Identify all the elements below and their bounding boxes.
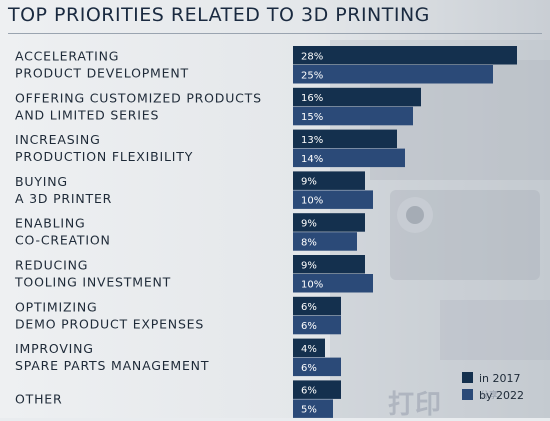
category-label: IMPROVING [15,341,94,356]
bar-by-2022 [293,148,405,168]
bar-value-label: 9% [301,260,317,271]
bar-in-2017 [293,46,517,65]
category-label: AND LIMITED SERIES [15,107,159,122]
bar-value-label: 6% [301,363,317,374]
bar-value-label: 13% [301,135,323,146]
category-label: ENABLING [15,216,85,231]
bar-value-label: 9% [301,177,317,188]
bar-value-label: 14% [301,154,323,165]
bar-value-label: 15% [301,112,323,123]
title-divider [8,33,542,34]
legend-swatch [462,389,473,400]
category-label: BUYING [15,174,68,189]
bar-value-label: 25% [301,70,323,81]
bar-by-2022 [293,399,333,418]
category-label: SPARE PARTS MANAGEMENT [15,358,209,373]
bar-by-2022 [293,357,341,377]
bar-by-2022 [293,190,373,209]
category-label: PRODUCT DEVELOPMENT [15,66,189,81]
bar-by-2022 [293,315,341,335]
bar-in-2017 [293,171,365,190]
bar-in-2017 [293,255,365,274]
category-label: OPTIMIZING [15,299,97,314]
category-label: TOOLING INVESTMENT [14,275,171,290]
bar-value-label: 8% [301,237,317,248]
category-label: A 3D PRINTER [15,191,112,206]
category-label: DEMO PRODUCT EXPENSES [15,316,204,331]
bar-value-label: 10% [301,279,323,290]
bar-in-2017 [293,129,397,149]
bar-value-label: 16% [301,93,323,104]
category-label: OFFERING CUSTOMIZED PRODUCTS [15,90,262,105]
legend-label: in 2017 [479,372,521,385]
bar-value-label: 6% [301,386,317,397]
bar-value-label: 4% [301,344,317,355]
bar-value-label: 6% [301,321,317,332]
bar-by-2022 [293,106,413,126]
bar-in-2017 [293,338,325,358]
watermark: 打印 [388,390,443,420]
watermark-caption: 分享 [480,391,499,401]
category-label: CO-CREATION [15,233,111,248]
bar-in-2017 [293,87,421,107]
category-labels: ACCELERATING PRODUCT DEVELOPMENT OFFERING … [14,49,262,407]
bar-in-2017 [293,296,341,316]
bars: 28% 25% 16% 15% 13% 14% 9% 10% 9% 8% 9% 10% 6% 6% 4% 6%… [293,46,517,418]
category-label: INCREASING [15,132,101,147]
legend-label: by 2022 [479,389,524,402]
category-label: PRODUCTION FLEXIBILITY [15,149,193,164]
bar-by-2022 [293,65,493,84]
legend: in 2017 by 2022 [462,372,524,402]
category-label: ACCELERATING [15,49,119,64]
bar-value-label: 9% [301,218,317,229]
chart-title: TOP PRIORITIES RELATED TO 3D PRINTING [8,4,430,26]
bar-in-2017 [293,380,341,399]
category-label: OTHER [15,391,62,406]
bar-in-2017 [293,213,365,232]
legend-swatch [462,372,473,383]
bar-value-label: 10% [301,196,323,207]
bar-value-label: 28% [301,51,323,62]
bar-value-label: 5% [301,405,317,416]
category-label: REDUCING [15,258,88,273]
bar-value-label: 6% [301,302,317,313]
bar-by-2022 [293,274,373,293]
bar-by-2022 [293,232,357,251]
